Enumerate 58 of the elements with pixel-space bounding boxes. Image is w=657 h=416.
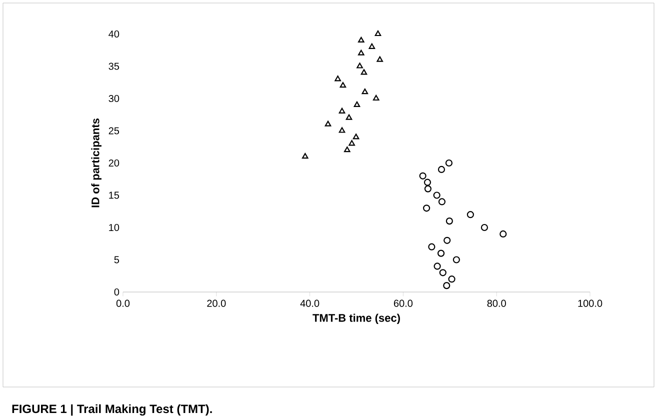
point — [466, 211, 474, 218]
point — [424, 185, 432, 192]
point — [360, 69, 368, 75]
point — [344, 146, 350, 152]
point — [446, 218, 453, 225]
point — [374, 30, 382, 36]
point — [428, 243, 436, 250]
x-tick-label: 100.0 — [578, 300, 602, 307]
point — [443, 282, 450, 290]
point — [346, 114, 352, 120]
point — [338, 127, 346, 133]
point — [480, 224, 488, 232]
y-tick-label: 25 — [108, 127, 120, 134]
point — [362, 88, 368, 94]
point — [348, 140, 355, 146]
y-tick-label: 40 — [108, 30, 120, 38]
point — [437, 250, 445, 257]
point — [376, 56, 383, 62]
point — [439, 269, 446, 276]
point — [334, 76, 341, 82]
y-tick-label: 0 — [114, 288, 120, 296]
point — [434, 262, 441, 270]
x-tick-label: 40.0 — [300, 300, 320, 307]
point — [438, 198, 446, 206]
point — [352, 134, 360, 140]
point — [340, 82, 346, 88]
point — [302, 153, 308, 159]
x-tick-label: 20.0 — [207, 300, 226, 307]
x-tick-label: 60.0 — [394, 300, 413, 307]
point — [419, 172, 426, 180]
y-tick-label: 30 — [108, 94, 120, 102]
x-axis-title: TMT-B time (sec) — [312, 314, 400, 324]
y-tick-label: 5 — [114, 256, 120, 264]
y-tick-label: 20 — [108, 159, 120, 167]
point — [445, 159, 453, 167]
point — [500, 230, 507, 238]
point — [452, 256, 460, 264]
point — [423, 204, 430, 212]
y-tick-label: 15 — [109, 192, 120, 199]
point — [324, 120, 332, 126]
point — [358, 50, 364, 56]
point — [368, 43, 376, 49]
point — [372, 94, 380, 101]
point — [438, 166, 446, 174]
y-axis-title: ID of participants — [91, 118, 102, 208]
point — [356, 62, 363, 68]
point — [433, 192, 440, 199]
point — [354, 101, 360, 108]
point — [338, 108, 346, 114]
x-tick-label: 80.0 — [487, 300, 506, 307]
y-tick-label: 35 — [108, 62, 120, 70]
point — [358, 36, 364, 43]
x-tick-label: 0.0 — [116, 300, 130, 307]
y-tick-label: 10 — [109, 224, 120, 232]
point — [444, 236, 451, 244]
caption: FIGURE 1 | Trail Making Test (TMT). — [12, 404, 212, 416]
point — [448, 276, 456, 283]
point — [424, 178, 432, 186]
